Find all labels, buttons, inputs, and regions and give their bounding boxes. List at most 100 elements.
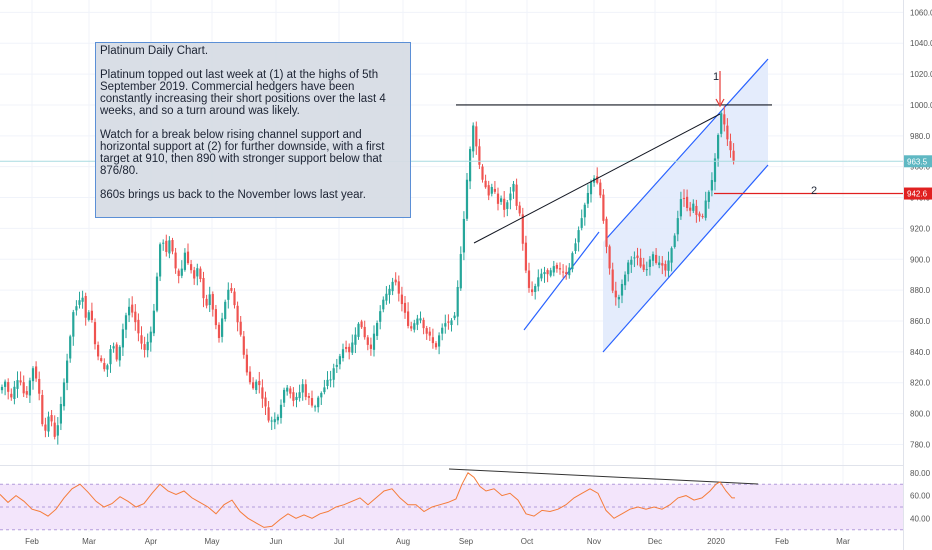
candle-body — [558, 268, 562, 270]
candle-body — [134, 311, 137, 323]
annotation-paragraph-2: Watch for a break below rising channel s… — [100, 129, 385, 177]
candle-body — [651, 254, 655, 261]
marker-1-arrowhead — [715, 98, 725, 108]
candle-body — [583, 204, 586, 218]
candle-body — [10, 393, 13, 398]
candle-body — [276, 416, 279, 421]
candle-body — [422, 319, 425, 329]
candle-body — [636, 255, 639, 258]
candle-body — [162, 242, 165, 244]
candle-body — [599, 182, 602, 196]
candle-body — [620, 283, 624, 296]
candle-body — [31, 368, 35, 382]
candle-body — [44, 424, 47, 431]
candle-body — [329, 379, 332, 381]
candle-body — [552, 266, 555, 273]
time-tick-label: Sep — [459, 537, 474, 546]
candle-body — [369, 344, 372, 349]
candle-body — [341, 349, 345, 359]
candle-body — [25, 391, 28, 395]
candle-body — [664, 263, 667, 271]
candle-body — [59, 404, 62, 424]
candle-body — [469, 149, 472, 182]
candle-body — [279, 404, 283, 418]
candle-body — [515, 184, 518, 206]
candle-body — [403, 302, 407, 313]
price-tick-label: 980.0 — [910, 132, 931, 141]
support-level-tag-text: 942.6 — [907, 190, 928, 199]
candle-body — [245, 354, 248, 373]
candle-body — [106, 365, 109, 370]
candle-body — [376, 323, 379, 336]
time-tick-label: Apr — [145, 537, 158, 546]
candle-body — [196, 268, 199, 277]
candle-body — [363, 326, 366, 338]
candle-body — [546, 270, 549, 275]
candle-body — [314, 406, 317, 408]
candle-body — [407, 311, 410, 326]
support-level-tag: 942.6 — [904, 187, 932, 200]
candle-body — [543, 272, 546, 275]
candle-body — [171, 240, 174, 252]
candle-body — [93, 322, 97, 345]
candle-body — [69, 336, 72, 359]
candle-body — [7, 382, 10, 392]
time-tick-label: Nov — [587, 537, 601, 546]
price-axis-border — [903, 0, 904, 550]
candle-body — [682, 197, 686, 199]
candle-body — [478, 146, 481, 165]
candle-body — [348, 346, 351, 353]
price-tick-label: 780.0 — [910, 440, 931, 449]
candle-body — [351, 342, 354, 353]
candle-body — [580, 218, 583, 228]
candle-body — [50, 415, 53, 422]
candle-body — [90, 310, 93, 321]
time-tick-label: Feb — [775, 537, 789, 546]
rising-trend-line — [473, 113, 721, 244]
candle-body — [655, 254, 658, 263]
candle-body — [335, 364, 338, 367]
candle-body — [611, 269, 614, 291]
candle-body — [577, 230, 580, 243]
candle-body — [493, 188, 496, 192]
candle-body — [115, 344, 118, 360]
candle-body — [255, 381, 258, 391]
candle-body — [434, 343, 438, 348]
candle-body — [273, 419, 276, 423]
candle-body — [658, 262, 661, 266]
candle-body — [410, 326, 413, 329]
candle-body — [531, 289, 534, 293]
channel-fill — [603, 59, 768, 352]
candle-body — [639, 257, 642, 267]
markers: 12 — [713, 71, 817, 197]
candle-body — [506, 202, 509, 209]
candle-body — [208, 294, 211, 306]
last-price-tag-bg — [904, 155, 932, 168]
candle-body — [413, 323, 416, 330]
rsi-tick-label: 80.00 — [910, 469, 931, 478]
rsi-tick-label: 40.00 — [910, 514, 931, 523]
candle-body — [118, 346, 121, 361]
candle-body — [382, 299, 385, 310]
candle-body — [431, 337, 434, 344]
time-tick-label: Aug — [396, 537, 410, 546]
time-tick-label: Jun — [270, 537, 283, 546]
channel-lower-line — [602, 164, 769, 353]
candle-body — [602, 194, 605, 221]
price-tick-label: 820.0 — [910, 379, 931, 388]
annotation-box[interactable]: Platinum Daily Chart. Platinum topped ou… — [95, 42, 411, 218]
candle-body — [484, 180, 487, 188]
candle-body — [360, 321, 363, 328]
price-tick-label: 860.0 — [910, 317, 931, 326]
candle-body — [496, 193, 500, 204]
candle-body — [509, 193, 512, 201]
candle-body — [16, 380, 19, 389]
candle-body — [289, 388, 292, 394]
candle-body — [298, 392, 301, 399]
candle-body — [190, 264, 193, 271]
candle-body — [670, 248, 673, 263]
candlestick-series — [0, 105, 735, 445]
rsi-tick-label: 60.00 — [910, 492, 931, 501]
time-tick-label: 2020 — [707, 537, 725, 546]
